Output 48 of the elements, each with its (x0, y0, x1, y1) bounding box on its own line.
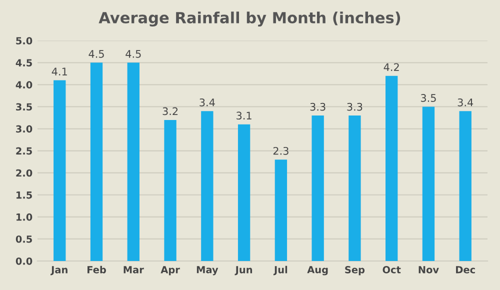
data-label: 3.3 (310, 102, 326, 111)
bar (201, 111, 214, 261)
bar (127, 62, 140, 261)
y-tick-label: 3.0 (16, 125, 32, 133)
x-tick-label: Oct (382, 266, 401, 274)
x-tick-label: Feb (88, 266, 106, 274)
y-tick-label: 2.0 (16, 169, 32, 177)
bar (54, 80, 66, 261)
bar (238, 124, 250, 261)
data-label: 3.4 (200, 98, 215, 106)
y-tick-label: 1.5 (16, 191, 32, 199)
bar (164, 120, 176, 261)
bar (422, 106, 435, 261)
data-label: 2.3 (273, 146, 288, 155)
y-tick-label: 0.5 (16, 235, 32, 243)
data-label: 3.2 (162, 107, 178, 116)
data-label: 3.1 (236, 112, 252, 120)
y-tick-label: 4.5 (16, 59, 32, 66)
data-label: 4.5 (88, 50, 104, 58)
x-tick-label: Sep (345, 266, 365, 276)
x-tick-label: Dec (456, 266, 475, 274)
y-tick-label: 0.0 (16, 257, 32, 265)
x-tick-label: Nov (418, 266, 439, 274)
x-tick-label: May (196, 266, 218, 276)
y-tick-label: 2.5 (16, 147, 32, 155)
data-label: 4.2 (384, 63, 399, 71)
data-label: 4.1 (52, 68, 67, 76)
data-label: 3.5 (420, 94, 436, 102)
bar (312, 116, 324, 261)
y-tick-label: 4.0 (16, 81, 32, 89)
y-tick-label: 1.0 (16, 213, 32, 221)
x-tick-label: Apr (160, 266, 180, 276)
data-label: 3.3 (347, 102, 362, 111)
x-tick-label: Jun (234, 266, 252, 276)
x-tick-label: Jul (273, 266, 288, 276)
data-label: 4.5 (126, 50, 141, 58)
data-label: 3.4 (458, 98, 474, 106)
y-tick-label: 5.0 (16, 37, 32, 44)
bar (348, 116, 361, 261)
bar (459, 111, 472, 261)
bar (386, 76, 398, 261)
chart-title: Average Rainfall by Month (inches) (98, 12, 400, 27)
y-tick-label: 3.5 (16, 103, 32, 111)
bar (274, 160, 288, 261)
x-tick-label: Aug (307, 266, 328, 276)
x-tick-label: Mar (124, 266, 144, 274)
x-tick-label: Jan (50, 266, 68, 276)
bar (90, 62, 103, 261)
